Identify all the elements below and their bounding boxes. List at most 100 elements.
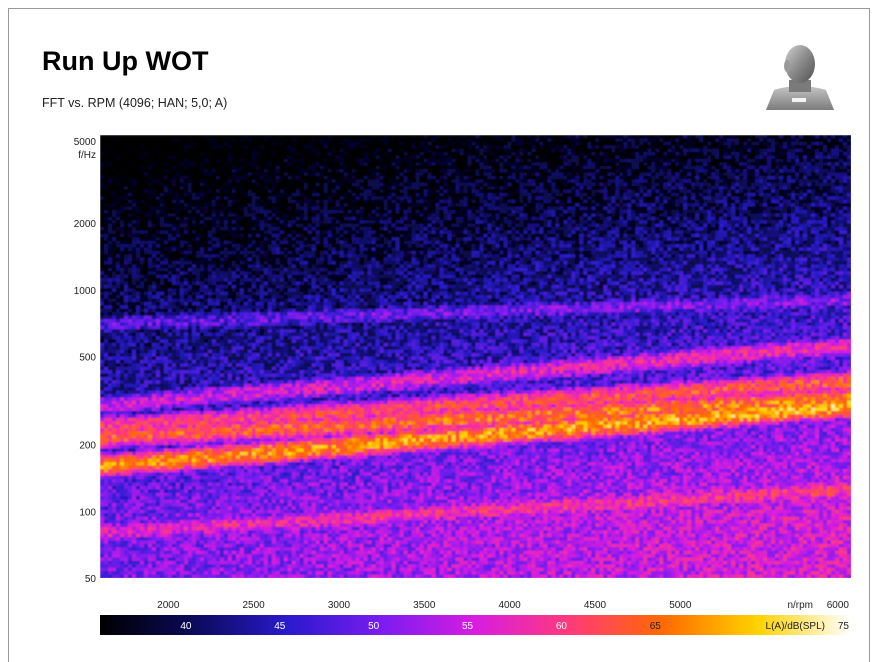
heatmap-cell [255,179,261,184]
heatmap-cell [543,182,548,187]
heatmap-cell [491,162,497,167]
heatmap-cell [411,199,417,204]
heatmap-cell [591,135,596,140]
heatmap-cell [479,172,485,177]
heatmap-cell [779,135,784,140]
heatmap-cell [215,158,221,163]
heatmap-cell [119,155,125,160]
heatmap-cell [663,179,668,184]
heatmap-cell [431,220,437,225]
heatmap-cell [383,158,389,163]
heatmap-cell [747,138,752,143]
heatmap-cell [159,220,165,225]
heatmap-cell [811,213,816,218]
heatmap-cell [711,135,716,140]
heatmap-cell [835,216,840,221]
heatmap-cell [499,186,505,191]
heatmap-cell [719,152,724,157]
heatmap-cell [419,203,425,208]
heatmap-cell [307,169,313,174]
heatmap-cell [187,155,193,160]
heatmap-cell [295,162,301,167]
heatmap-cell [747,186,752,191]
heatmap-cell [219,203,225,208]
heatmap-cell [519,189,525,194]
heatmap-cell [287,223,293,228]
heatmap-cell [311,216,317,221]
heatmap-cell [631,155,636,160]
heatmap-cell [623,155,628,160]
heatmap-cell [231,189,237,194]
heatmap-cell [311,175,317,180]
heatmap-cell [803,216,808,221]
heatmap-cell [603,155,608,160]
heatmap-cell [687,169,692,174]
heatmap-cell [503,172,509,177]
heatmap-cell [659,152,664,157]
heatmap-cell [247,155,253,160]
heatmap-cell [511,206,517,211]
heatmap-cell [647,220,652,225]
heatmap-cell [487,175,493,180]
heatmap-cell [735,206,740,211]
heatmap-cell [339,152,345,157]
heatmap-cell [799,209,804,214]
heatmap-cell [311,209,317,214]
heatmap-cell [483,165,489,170]
heatmap-cell [111,196,117,201]
heatmap-cell [407,186,413,191]
heatmap-cell [731,172,736,177]
heatmap-cell [287,158,293,163]
heatmap-cell [639,165,644,170]
heatmap-cell [807,196,812,201]
heatmap-cell [455,209,461,214]
heatmap-cell [571,203,576,208]
heatmap-cell [683,169,688,174]
heatmap-cell [351,152,357,157]
heatmap-cell [611,189,616,194]
heatmap-cell [479,158,485,163]
heatmap-cell [175,220,181,225]
heatmap-cell [447,216,453,221]
heatmap-cell [599,141,604,146]
heatmap-cell [119,152,125,157]
heatmap-cell [459,203,465,208]
heatmap-cell [495,141,501,146]
heatmap-cell [355,152,361,157]
heatmap-cell [771,213,776,218]
heatmap-cell [459,162,465,167]
heatmap-cell [711,182,716,187]
heatmap-cell [135,199,141,204]
heatmap-cell [311,135,317,140]
heatmap-cell [707,158,712,163]
heatmap-cell [100,148,105,153]
heatmap-cell [655,148,660,153]
heatmap-cell [615,179,620,184]
heatmap-cell [587,141,592,146]
heatmap-cell [707,186,712,191]
heatmap-cell [587,182,592,187]
heatmap-cell [355,182,361,187]
heatmap-cell [371,135,377,140]
heatmap-cell [595,155,600,160]
heatmap-cell [203,165,209,170]
heatmap-cell [235,189,241,194]
heatmap-cell [779,203,784,208]
heatmap-cell [443,216,449,221]
heatmap-cell [575,220,580,225]
heatmap-cell [135,206,141,211]
heatmap-cell [499,145,505,150]
heatmap-cell [615,206,620,211]
heatmap-cell [723,179,728,184]
heatmap-cell [539,192,544,197]
heatmap-cell [359,196,365,201]
heatmap-cell [775,145,780,150]
heatmap-cell [103,165,109,170]
heatmap-cell [779,206,784,211]
heatmap-cell [255,148,261,153]
heatmap-cell [415,165,421,170]
heatmap-cell [607,145,612,150]
heatmap-cell [379,189,385,194]
heatmap-cell [515,213,521,218]
heatmap-cell [815,152,820,157]
